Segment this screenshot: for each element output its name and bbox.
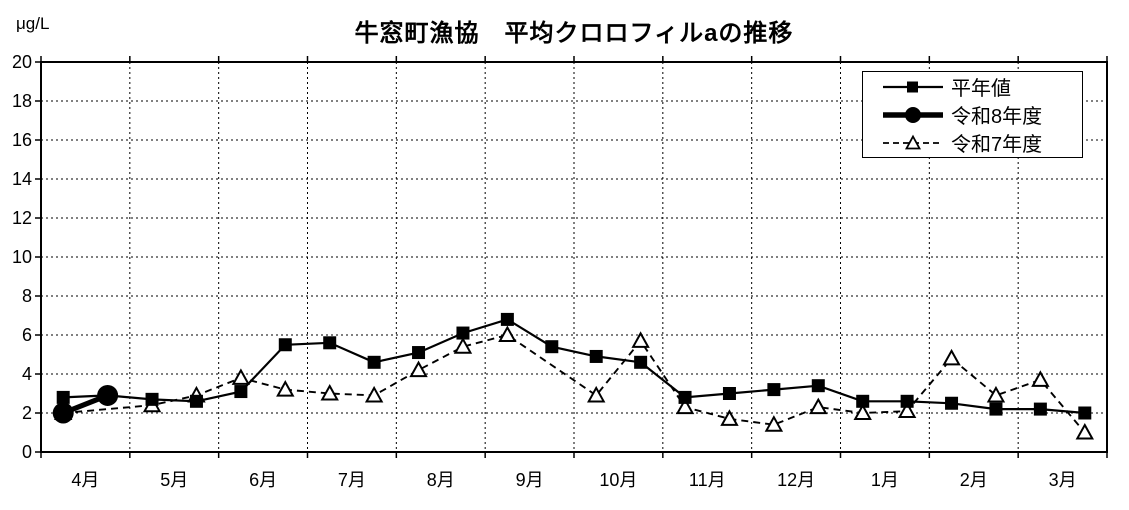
series-heinen-marker xyxy=(367,355,381,369)
series-reiwa7-marker xyxy=(409,360,428,378)
series-reiwa7-marker xyxy=(809,397,828,415)
y-axis-unit-label: μg/L xyxy=(16,14,50,33)
series-heinen-marker xyxy=(1078,406,1092,420)
x-month-label: 7月 xyxy=(338,470,366,490)
series-reiwa7-marker xyxy=(942,348,961,366)
chart-title: 牛窓町漁協 平均クロロフィルaの推移 xyxy=(354,20,794,47)
series-heinen-marker xyxy=(412,346,426,360)
series-reiwa7-marker xyxy=(231,368,251,385)
series-reiwa7-line xyxy=(63,333,1086,434)
x-month-label: 1月 xyxy=(871,470,899,490)
series-heinen-marker xyxy=(722,387,736,400)
x-month-label: 11月 xyxy=(689,470,726,490)
legend-item-heinen: 平年値 xyxy=(881,73,1082,101)
legend-sample-reiwa8-circle-line xyxy=(883,106,943,123)
series-reiwa7-marker xyxy=(364,385,384,403)
legend-label-reiwa7: 令和7年度 xyxy=(951,134,1043,156)
series-reiwa7-marker xyxy=(986,385,1006,403)
legend-label-reiwa8: 令和8年度 xyxy=(951,106,1043,128)
series-heinen-marker xyxy=(945,396,959,410)
series-heinen-line xyxy=(63,318,1085,415)
series-reiwa7-marker xyxy=(720,409,739,426)
series-heinen-marker xyxy=(278,338,292,352)
series-heinen-marker xyxy=(856,394,870,408)
series-reiwa7-marker xyxy=(453,337,473,354)
legend-item-reiwa8: 令和8年度 xyxy=(881,101,1082,129)
legend-item-reiwa7: 令和7年度 xyxy=(881,129,1082,157)
series-reiwa7-marker xyxy=(853,403,872,420)
y-tick-label: 12 xyxy=(12,208,32,228)
series-reiwa7-marker xyxy=(631,331,650,348)
x-month-label: 5月 xyxy=(160,470,188,490)
series-heinen-marker xyxy=(811,379,825,393)
series-reiwa8-marker xyxy=(97,384,119,406)
x-month-label: 6月 xyxy=(249,470,277,490)
x-month-label: 8月 xyxy=(427,470,455,490)
legend-label-heinen: 平年値 xyxy=(951,78,1011,100)
series-heinen-marker xyxy=(323,336,337,350)
series-heinen-marker xyxy=(145,392,159,406)
y-tick-label: 14 xyxy=(12,169,32,189)
series-reiwa7-marker xyxy=(897,401,917,419)
y-tick-label: 10 xyxy=(12,247,32,267)
x-month-label: 12月 xyxy=(777,470,815,490)
series-heinen-marker xyxy=(500,312,514,326)
series-reiwa7-marker xyxy=(320,383,339,401)
series-heinen-marker xyxy=(900,394,914,408)
series-reiwa7-marker xyxy=(587,385,606,403)
y-tick-label: 6 xyxy=(22,325,32,345)
x-month-label: 9月 xyxy=(516,470,544,490)
series-reiwa7-marker xyxy=(498,325,517,342)
series-reiwa7-marker xyxy=(276,380,295,397)
series-heinen-marker xyxy=(545,340,559,354)
x-month-label: 2月 xyxy=(960,470,988,490)
y-tick-label: 2 xyxy=(22,403,32,423)
y-tick-label: 4 xyxy=(22,364,32,384)
series-heinen-marker xyxy=(456,326,470,340)
y-tick-label: 18 xyxy=(12,91,32,111)
series-heinen-marker xyxy=(678,390,692,404)
series-reiwa7-marker xyxy=(1075,422,1094,440)
y-tick-label: 16 xyxy=(12,130,32,150)
series-heinen-marker xyxy=(634,355,648,369)
x-month-label: 10月 xyxy=(599,470,637,490)
series-heinen-marker xyxy=(56,390,70,404)
y-tick-label: 0 xyxy=(22,442,32,462)
series-heinen-marker xyxy=(189,394,203,408)
plot-border xyxy=(40,61,1108,453)
series-heinen-marker xyxy=(989,402,1003,416)
legend-sample-reiwa7-triangle-line xyxy=(883,134,943,149)
series-heinen-marker xyxy=(767,383,781,397)
series-reiwa7-marker xyxy=(675,397,695,415)
y-tick-label: 8 xyxy=(22,286,32,306)
x-month-label: 4月 xyxy=(71,470,99,490)
series-reiwa7-marker xyxy=(1031,370,1050,387)
series-heinen-marker xyxy=(234,385,248,399)
x-month-label: 3月 xyxy=(1049,470,1077,490)
legend-sample-heinen-square-line xyxy=(883,81,943,92)
series-reiwa8-marker xyxy=(52,402,74,424)
series-heinen-marker xyxy=(1033,402,1047,416)
series-heinen-marker xyxy=(589,349,603,363)
series-reiwa7-marker xyxy=(764,415,784,432)
y-tick-label: 20 xyxy=(12,52,32,72)
legend: 平年値 令和8年度 令和7年度 xyxy=(862,71,1083,158)
